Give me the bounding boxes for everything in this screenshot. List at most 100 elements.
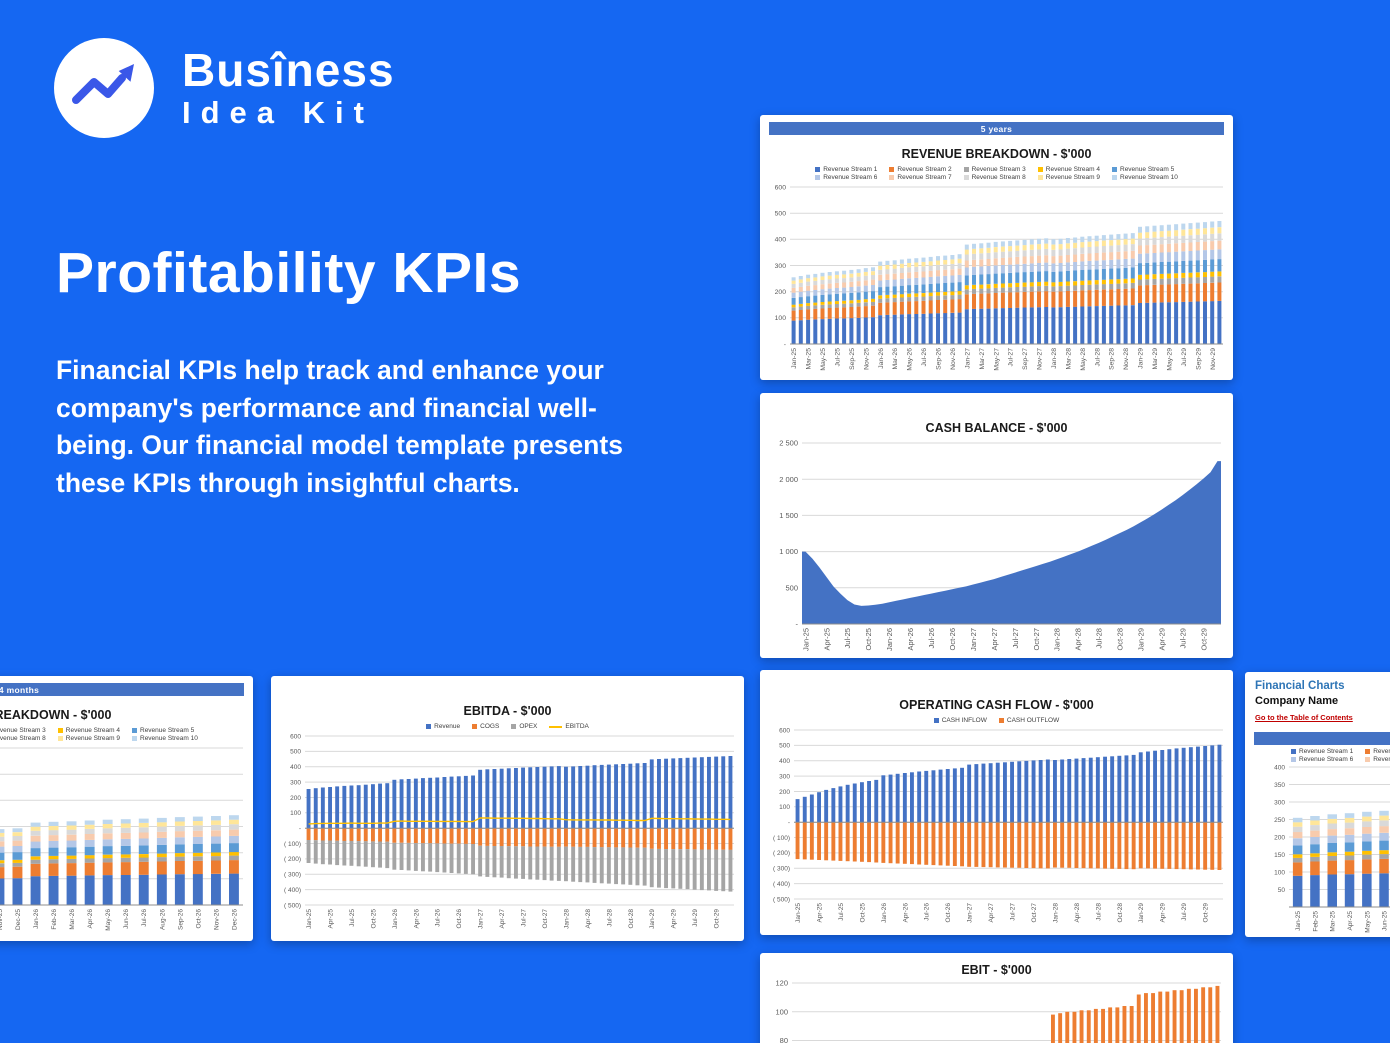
svg-text:( 300): ( 300) — [773, 866, 790, 873]
legend-item-revenue-stream-5: Revenue Stream 5 — [132, 727, 198, 734]
svg-text:Jan-26: Jan-26 — [885, 628, 894, 651]
revenue-breakdown-24m-chart: 600500400300200100-Jan-25Feb-25Mar-25Apr… — [0, 742, 253, 941]
svg-text:Mar-27: Mar-27 — [979, 348, 986, 370]
svg-text:Jan-25: Jan-25 — [801, 628, 810, 651]
svg-text:Jul-26: Jul-26 — [924, 903, 931, 921]
svg-text:( 300): ( 300) — [284, 872, 301, 879]
svg-text:200: 200 — [290, 795, 301, 802]
svg-text:500: 500 — [775, 211, 787, 218]
period-badge-24-months: 24 months — [0, 683, 244, 696]
brand-name-line2: Idea Kit — [182, 95, 374, 131]
svg-text:May-29: May-29 — [1167, 348, 1174, 371]
svg-text:Jan-27: Jan-27 — [478, 909, 485, 929]
svg-text:-: - — [299, 826, 301, 833]
svg-text:Apr-28: Apr-28 — [585, 909, 592, 929]
svg-text:Apr-27: Apr-27 — [990, 628, 999, 651]
svg-text:( 200): ( 200) — [773, 850, 790, 857]
svg-text:( 100): ( 100) — [773, 835, 790, 842]
svg-text:Jul-29: Jul-29 — [1181, 348, 1188, 367]
svg-text:120: 120 — [775, 979, 788, 988]
svg-text:350: 350 — [1274, 782, 1285, 789]
panel-cash-balance: CASH BALANCE - $'000 2 500 2 000 1 500 1 00… — [760, 393, 1233, 658]
chart-title-revenue-breakdown-24m: REVENUE BREAKDOWN - $'000 — [0, 708, 112, 722]
svg-text:Jul-25: Jul-25 — [349, 909, 356, 927]
svg-text:Jul-25: Jul-25 — [835, 348, 842, 367]
svg-text:Jan-25: Jan-25 — [791, 348, 798, 369]
svg-text:400: 400 — [775, 237, 787, 244]
svg-text:200: 200 — [1274, 834, 1285, 841]
svg-text:300: 300 — [1274, 799, 1285, 806]
svg-text:200: 200 — [779, 789, 790, 796]
svg-text:100: 100 — [1274, 869, 1285, 876]
svg-text:Jan-26: Jan-26 — [881, 903, 888, 923]
svg-text:2 500: 2 500 — [779, 439, 798, 448]
svg-text:Jul-28: Jul-28 — [1094, 348, 1101, 367]
legend-swatch — [1112, 167, 1117, 172]
legend-item-revenue-stream-2: Revenue Stream 2 — [1365, 748, 1390, 755]
svg-text:300: 300 — [775, 263, 787, 270]
svg-text:Jan-29: Jan-29 — [1138, 348, 1145, 369]
svg-text:( 100): ( 100) — [284, 841, 301, 848]
legend-item-revenue-stream-4: Revenue Stream 4 — [1037, 166, 1100, 173]
svg-text:Jul-29: Jul-29 — [1181, 903, 1188, 921]
chart-title-ebit: EBIT - $'000 — [961, 963, 1032, 977]
svg-text:Apr-25: Apr-25 — [817, 903, 824, 923]
sheet-header: Financial Charts Company Name Go to the … — [1245, 672, 1390, 725]
svg-text:150: 150 — [1274, 852, 1285, 859]
svg-text:Jan-26: Jan-26 — [878, 348, 885, 369]
svg-text:Nov-29: Nov-29 — [1210, 348, 1217, 370]
svg-text:Jul-29: Jul-29 — [692, 909, 699, 927]
legend-swatch — [963, 167, 969, 172]
chart-title-operating-cash-flow: OPERATING CASH FLOW - $'000 — [899, 698, 1094, 712]
svg-text:Oct-28: Oct-28 — [1117, 903, 1124, 923]
svg-text:Oct-28: Oct-28 — [628, 909, 635, 929]
legend-item-revenue-stream-10: Revenue Stream 10 — [1112, 174, 1178, 181]
svg-text:600: 600 — [779, 727, 790, 734]
svg-text:400: 400 — [290, 764, 301, 771]
svg-text:600: 600 — [290, 733, 301, 740]
legend-swatch — [1365, 749, 1371, 754]
svg-text:Oct-29: Oct-29 — [714, 909, 721, 929]
trend-arrow-icon — [54, 38, 154, 138]
legend-swatch — [57, 736, 63, 741]
svg-text:Nov-26: Nov-26 — [950, 348, 957, 370]
legend-item-revenue-stream-6: Revenue Stream 6 — [815, 174, 877, 181]
legend-swatch — [1037, 175, 1043, 180]
svg-text:Apr-29: Apr-29 — [671, 909, 678, 929]
svg-text:1 500: 1 500 — [779, 511, 798, 520]
svg-text:Apr-26: Apr-26 — [906, 628, 915, 651]
period-badge-5-years: 5 years — [769, 122, 1224, 135]
sheet-title: Financial Charts — [1255, 680, 1345, 692]
svg-text:Apr-28: Apr-28 — [1074, 903, 1081, 923]
legend-swatch — [933, 718, 939, 723]
legend-swatch — [998, 718, 1004, 723]
svg-text:Jul-28: Jul-28 — [1095, 903, 1102, 921]
page-description: Financial KPIs help track and enhance yo… — [56, 355, 623, 498]
svg-text:( 400): ( 400) — [284, 887, 301, 894]
legend-swatch — [815, 175, 821, 180]
chart-legend: CASH INFLOW CASH OUTFLOW — [760, 717, 1233, 724]
brand-name: Busîness Idea Kit — [182, 46, 395, 130]
svg-text:Jul-25: Jul-25 — [843, 628, 852, 648]
panel-ebit: EBIT - $'000 120 100 80 — [760, 953, 1233, 1043]
svg-text:Apr-25: Apr-25 — [822, 628, 831, 651]
svg-text:Apr-27: Apr-27 — [499, 909, 506, 929]
legend-item-revenue-stream-6: Revenue Stream 6 — [1291, 756, 1353, 763]
svg-text:Oct-28: Oct-28 — [1116, 628, 1125, 651]
legend-swatch — [1112, 175, 1117, 180]
svg-text:Jul-25: Jul-25 — [838, 903, 845, 921]
svg-text:Feb-26: Feb-26 — [51, 909, 58, 930]
svg-text:Sep-25: Sep-25 — [849, 348, 856, 370]
svg-text:Jan-27: Jan-27 — [967, 903, 974, 923]
svg-text:Jan-26: Jan-26 — [392, 909, 399, 929]
table-of-contents-link[interactable]: Go to the Table of Contents — [1255, 713, 1353, 722]
chart-legend: Revenue COGS OPEX EBITDA — [271, 723, 744, 730]
legend-swatch — [132, 728, 137, 733]
legend-swatch — [1365, 757, 1371, 762]
svg-text:Apr-25: Apr-25 — [328, 909, 335, 929]
legend-swatch — [889, 175, 895, 180]
svg-text:250: 250 — [1274, 817, 1285, 824]
svg-text:May-26: May-26 — [105, 909, 112, 931]
svg-text:Jan-29: Jan-29 — [1137, 628, 1146, 651]
